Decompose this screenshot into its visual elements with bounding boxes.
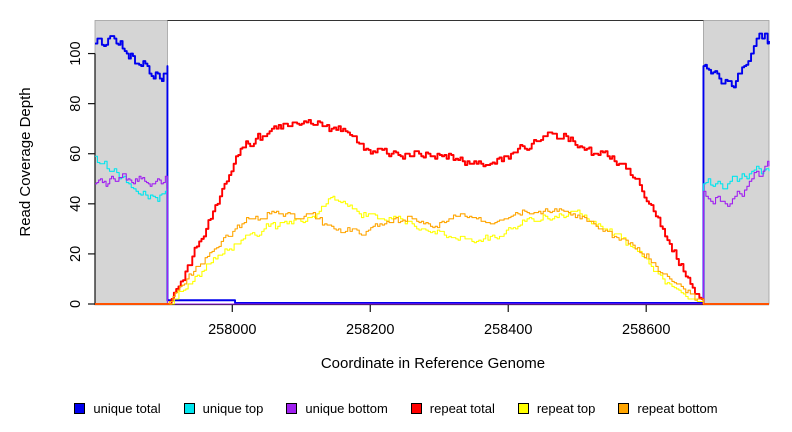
x-tick-label: 258200 (346, 322, 394, 338)
shaded-region-left-flank (94, 20, 168, 305)
y-tick-label: 40 (68, 196, 84, 212)
x-tick-label: 258000 (208, 322, 256, 338)
legend-label: unique bottom (305, 401, 388, 416)
legend-item-unique-bottom: unique bottom (286, 401, 388, 416)
y-tick-label: 60 (68, 146, 84, 162)
repeat-total-swatch-icon (410, 403, 422, 414)
series-group (95, 32, 770, 305)
shaded-region-right-flank (703, 20, 770, 305)
series-line-unique-total (95, 32, 770, 304)
legend-label: repeat top (536, 401, 596, 416)
legend: unique total unique top unique bottom re… (0, 401, 792, 416)
x-tick-label: 258600 (622, 322, 670, 338)
unique-top-swatch-icon (183, 403, 195, 414)
series-line-unique-bottom (95, 160, 770, 305)
legend-item-repeat-bottom: repeat bottom (618, 401, 718, 416)
series-line-repeat-bottom (95, 208, 769, 305)
repeat-top-swatch-icon (517, 403, 529, 414)
legend-label: unique total (93, 401, 161, 416)
y-tick-label: 0 (68, 300, 84, 308)
y-tick-label: 80 (68, 96, 84, 112)
legend-item-unique-top: unique top (183, 401, 264, 416)
repeat-bottom-swatch-icon (618, 403, 630, 414)
unique-bottom-swatch-icon (286, 403, 298, 414)
x-axis-title: Coordinate in Reference Genome (320, 355, 546, 372)
legend-label: unique top (202, 401, 264, 416)
legend-item-unique-total: unique total (74, 401, 161, 416)
series-line-repeat-top (95, 195, 769, 305)
x-tick-label: 258400 (484, 322, 532, 338)
legend-item-repeat-top: repeat top (517, 401, 596, 416)
series-line-unique-top (95, 155, 770, 305)
legend-item-repeat-total: repeat total (410, 401, 495, 416)
series-line-repeat-total (95, 118, 769, 305)
unique-total-swatch-icon (74, 403, 86, 414)
legend-label: repeat bottom (637, 401, 718, 416)
y-tick-label: 100 (68, 41, 84, 65)
legend-label: repeat total (429, 401, 495, 416)
y-axis-title: Read Coverage Depth (17, 87, 34, 237)
y-tick-label: 20 (68, 246, 84, 262)
